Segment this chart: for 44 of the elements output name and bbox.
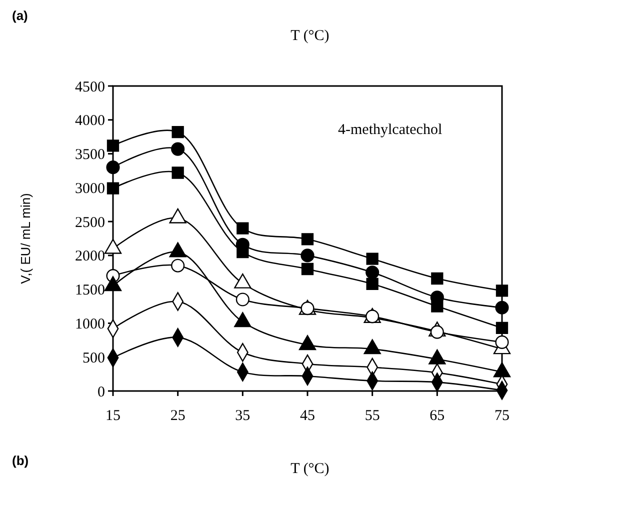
y-tick-label: 3500 xyxy=(75,147,105,164)
x-tick-label: 35 xyxy=(235,408,250,424)
y-tick-label: 2000 xyxy=(75,248,105,265)
x-tick-label: 75 xyxy=(494,408,510,424)
point xyxy=(431,300,444,312)
y-tick-label: 500 xyxy=(82,350,105,366)
point xyxy=(236,222,249,234)
x-tick-label: 25 xyxy=(170,408,186,424)
point xyxy=(366,266,380,280)
point xyxy=(301,262,314,276)
text: T (°C) xyxy=(290,461,330,477)
x-axis-title: T (°C) xyxy=(290,28,330,44)
x-tick-label: 45 xyxy=(300,408,315,424)
point xyxy=(301,233,314,246)
y-tick-label: 1500 xyxy=(75,282,105,299)
point xyxy=(106,140,120,152)
text: (b) xyxy=(12,453,29,468)
point xyxy=(171,142,185,156)
point xyxy=(495,300,509,314)
x-tick-label: 55 xyxy=(364,408,380,424)
y-axis-title: V,( EU/ mL min) xyxy=(18,193,33,284)
x-tick-label: 15 xyxy=(106,408,120,424)
point xyxy=(300,248,314,262)
point xyxy=(172,126,184,138)
y-tick-label: 3000 xyxy=(75,180,105,197)
point xyxy=(495,335,509,349)
y-tick-label: 0 xyxy=(98,384,105,400)
y-tick-label: 4500 xyxy=(75,79,105,96)
text: (a) xyxy=(12,8,28,23)
point xyxy=(171,258,185,272)
y-tick-label: 2500 xyxy=(75,214,105,231)
point xyxy=(366,252,378,265)
point xyxy=(496,284,508,297)
y-tick-label: 1000 xyxy=(75,316,105,332)
point xyxy=(366,278,378,290)
y-tick-label: 4000 xyxy=(75,113,105,130)
x-tick-label: 65 xyxy=(430,408,445,424)
annotation: 4-methylcatechol xyxy=(338,122,442,138)
point xyxy=(106,160,120,174)
point xyxy=(496,322,508,334)
point xyxy=(431,272,444,285)
point xyxy=(106,182,120,194)
point xyxy=(236,292,250,306)
point xyxy=(172,166,184,179)
